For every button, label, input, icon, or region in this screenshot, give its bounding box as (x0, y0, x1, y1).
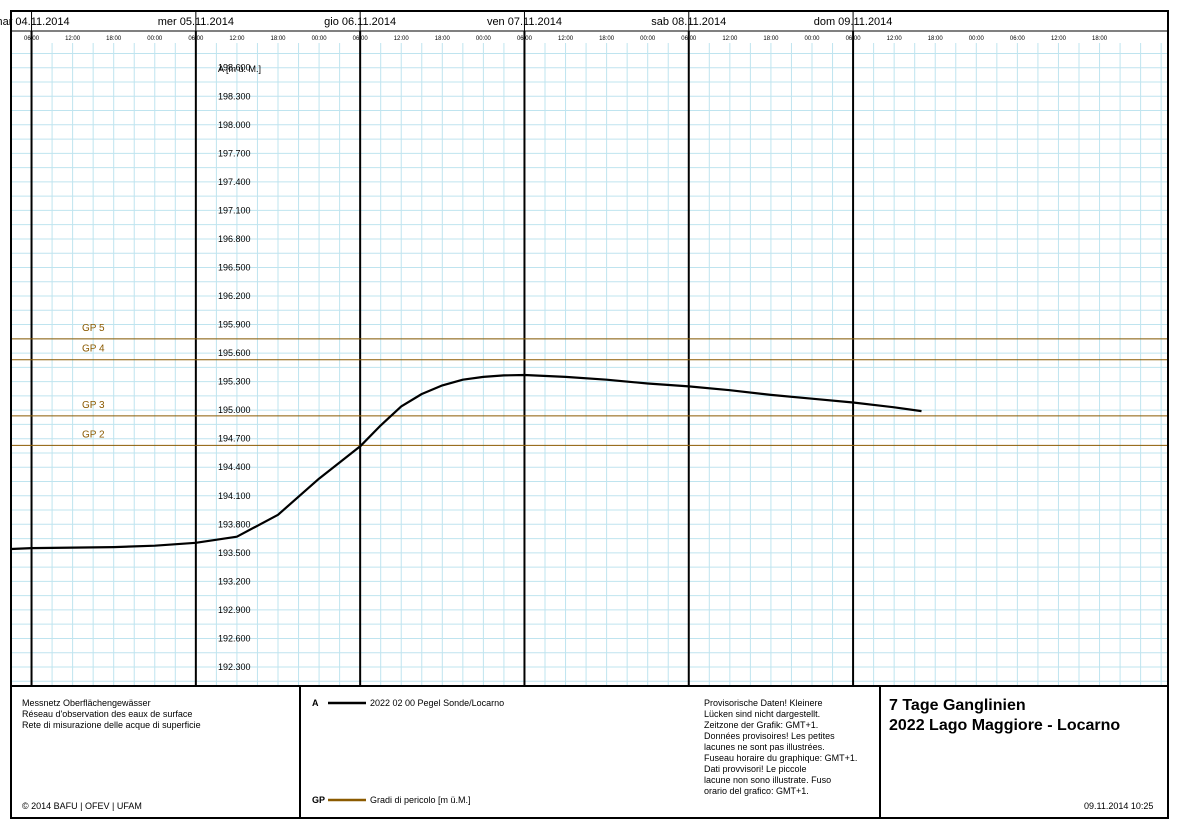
notice-line: Zeitzone der Grafik: GMT+1. (704, 720, 819, 730)
day-label: sab 08.11.2014 (651, 16, 726, 28)
notice-line: Provisorische Daten! Kleinere (704, 698, 823, 708)
danger-level-label: GP 3 (82, 400, 105, 411)
series-layer (10, 373, 922, 551)
notice-line: Lücken sind nicht dargestellt. (704, 709, 821, 719)
hour-tick-label: 06:00 (353, 36, 369, 42)
hour-tick-label: 06:00 (517, 36, 533, 42)
axis-labels: mar 04.11.2014 mer 05.11.2014 gio 06.11.20… (0, 16, 1108, 672)
network-description: Messnetz Oberflächengewässer Réseau d'ob… (22, 698, 201, 731)
y-tick-label: 197.400 (218, 177, 251, 187)
notice-line: lacune non sono illustrate. Fuso (704, 775, 832, 785)
hour-tick-label: 06:00 (188, 36, 204, 42)
timestamp: 09.11.2014 10:25 (1084, 801, 1154, 811)
y-tick-label: 192.300 (218, 662, 251, 672)
danger-level-label: GP 5 (82, 323, 105, 334)
hour-tick-label: 18:00 (599, 36, 615, 42)
y-axis-label: A [m ü. M.] (218, 64, 261, 74)
hour-tick-label: 18:00 (1092, 36, 1108, 42)
notice-line: Dati provvisori! Le piccole (704, 764, 807, 774)
day-label: mar 04.11.2014 (0, 16, 70, 28)
hour-tick-label: 12:00 (722, 36, 738, 42)
hour-tick-label: 00:00 (804, 36, 820, 42)
hour-tick-label: 00:00 (147, 36, 163, 42)
y-tick-label: 198.600 (218, 63, 251, 73)
chart-subtitle: 2022 Lago Maggiore - Locarno (889, 717, 1121, 734)
y-tick-label: 194.400 (218, 462, 251, 472)
y-tick-label: 195.900 (218, 320, 251, 330)
legend-key-series: A (312, 698, 319, 708)
frame (10, 10, 1169, 819)
danger-level-label: GP 4 (82, 344, 105, 355)
hour-tick-label: 00:00 (969, 36, 985, 42)
y-tick-label: 197.100 (218, 205, 251, 215)
series-line (10, 373, 922, 551)
legend-label-danger: Gradi di pericolo [m ü.M.] (370, 795, 471, 805)
y-tick-label: 195.000 (218, 405, 251, 415)
danger-level-label: GP 2 (82, 429, 105, 440)
y-tick-label: 197.700 (218, 148, 251, 158)
y-tick-label: 192.900 (218, 605, 251, 615)
day-separators (30, 11, 855, 686)
y-tick-label: 198.000 (218, 120, 251, 130)
hour-tick-label: 18:00 (106, 36, 122, 42)
hour-tick-label: 18:00 (928, 36, 944, 42)
day-label: mer 05.11.2014 (158, 16, 234, 28)
y-tick-label: 194.100 (218, 491, 251, 501)
outer-frame (10, 10, 1169, 819)
legend-key-danger: GP (312, 795, 325, 805)
y-tick-label: 193.500 (218, 548, 251, 558)
notice-line: orario del grafico: GMT+1. (704, 786, 809, 796)
y-tick-label: 192.600 (218, 633, 251, 643)
copyright: © 2014 BAFU | OFEV | UFAM (22, 801, 142, 811)
notice-line: Fuseau horaire du graphique: GMT+1. (704, 753, 858, 763)
hour-tick-label: 12:00 (229, 36, 245, 42)
day-label: ven 07.11.2014 (487, 16, 562, 28)
grid (10, 43, 1168, 686)
notice-line: Données provisoires! Les petites (704, 731, 835, 741)
y-tick-label: 196.200 (218, 291, 251, 301)
day-label: dom 09.11.2014 (814, 16, 893, 28)
hour-tick-label: 00:00 (476, 36, 492, 42)
hour-tick-label: 06:00 (1010, 36, 1026, 42)
y-tick-label: 196.800 (218, 234, 251, 244)
hour-tick-label: 12:00 (1051, 36, 1067, 42)
hour-tick-label: 06:00 (24, 36, 40, 42)
y-tick-label: 195.300 (218, 377, 251, 387)
danger-levels: GP 5 GP 4 GP 3 GP 2 (11, 323, 1168, 446)
hour-tick-label: 06:00 (681, 36, 697, 42)
network-line-de: Messnetz Oberflächengewässer (22, 698, 151, 708)
hour-tick-label: 00:00 (312, 36, 328, 42)
network-line-it: Rete di misurazione delle acque di super… (22, 720, 201, 730)
hour-tick-label: 18:00 (270, 36, 286, 42)
hour-tick-label: 06:00 (846, 36, 862, 42)
y-tick-label: 195.600 (218, 348, 251, 358)
hour-tick-label: 12:00 (558, 36, 574, 42)
y-tick-label: 193.800 (218, 519, 251, 529)
hour-tick-label: 00:00 (640, 36, 656, 42)
hour-tick-label: 12:00 (394, 36, 410, 42)
y-tick-label: 193.200 (218, 576, 251, 586)
notice-line: lacunes ne sont pas illustrées. (704, 742, 825, 752)
hour-tick-label: 18:00 (435, 36, 451, 42)
chart-title: 7 Tage Ganglinien (889, 697, 1026, 714)
network-line-fr: Réseau d'observation des eaux de surface (22, 709, 193, 719)
provisional-notice: Provisorische Daten! Kleinere Lücken sin… (704, 698, 880, 797)
hour-tick-label: 18:00 (763, 36, 779, 42)
day-label: gio 06.11.2014 (324, 16, 396, 28)
y-tick-label: 194.700 (218, 434, 251, 444)
y-tick-label: 198.300 (218, 91, 251, 101)
hour-tick-label: 12:00 (65, 36, 81, 42)
legend: A 2022 02 00 Pegel Sonde/Locarno GP Gradi d… (312, 698, 504, 805)
legend-label-series: 2022 02 00 Pegel Sonde/Locarno (370, 698, 504, 708)
y-tick-label: 196.500 (218, 262, 251, 272)
hour-tick-label: 12:00 (887, 36, 903, 42)
